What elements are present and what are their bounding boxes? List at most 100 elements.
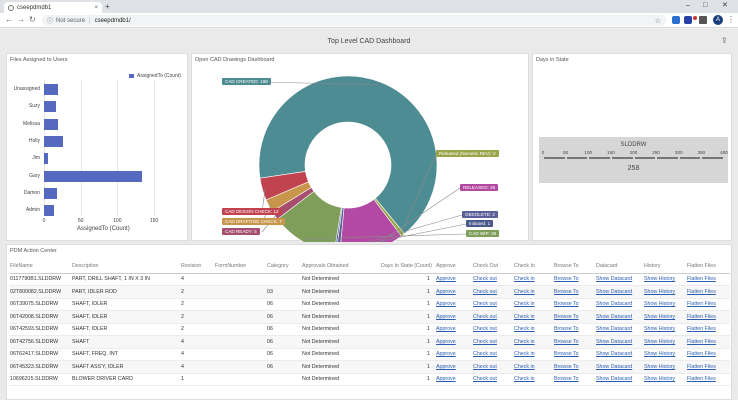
column-header[interactable]: Revision (181, 260, 215, 274)
approve-link[interactable]: Approve (436, 323, 473, 336)
bar[interactable] (44, 170, 143, 182)
check-out-link[interactable]: Check out (473, 348, 514, 361)
profile-avatar[interactable]: A (713, 15, 723, 25)
table-row[interactable]: 06T42756.SLDDRW SHAFT 4 06 Not Determined 1 Ap… (10, 335, 730, 349)
check-out-link[interactable]: Check out (473, 273, 514, 286)
address-bar[interactable]: ⓘ Not secure | cseepdmdb1/ ☆ (42, 15, 666, 26)
approve-link[interactable]: Approve (436, 348, 473, 361)
browser-tab[interactable]: cseepdmdb1 × (4, 2, 102, 13)
column-header[interactable]: Category (267, 260, 302, 274)
browse-to-link[interactable]: Browse To (554, 323, 596, 336)
browse-to-link[interactable]: Browse To (554, 335, 596, 349)
show-history-link[interactable]: Show History (644, 323, 687, 336)
table-row[interactable]: 06T42008.SLDDRW SHAFT, IDLER 2 06 Not Determ… (10, 310, 730, 324)
approve-link[interactable]: Approve (436, 273, 473, 286)
column-header[interactable]: History (644, 260, 687, 274)
table-row[interactable]: 0117790B1.SLDDRW PART, DRILL SHAFT, 1 IN … (10, 273, 730, 286)
approve-link[interactable]: Approve (436, 360, 473, 374)
check-in-link[interactable]: Check in (514, 310, 554, 324)
table-row[interactable]: 06T45323.SLDDRW SHAFT ASS'Y, IDLER 4 06 Not … (10, 360, 730, 374)
check-in-link[interactable]: Check in (514, 323, 554, 336)
check-out-link[interactable]: Check out (473, 298, 514, 311)
column-header[interactable]: Browse To (554, 260, 596, 274)
column-header[interactable]: Check Out (473, 260, 514, 274)
browse-to-link[interactable]: Browse To (554, 373, 596, 386)
column-header[interactable]: Flatten Files (687, 260, 730, 274)
check-out-link[interactable]: Check out (473, 360, 514, 374)
check-out-link[interactable]: Check out (473, 323, 514, 336)
column-header[interactable]: Check In (514, 260, 554, 274)
bar[interactable] (44, 118, 58, 130)
column-header[interactable]: FormNumber (215, 260, 267, 274)
donut-label[interactable]: OBSOLETE: 2 (462, 211, 498, 218)
check-in-link[interactable]: Check in (514, 285, 554, 299)
url-text[interactable]: cseepdmdb1/ (94, 17, 131, 24)
table-row[interactable]: 06T62417.SLDDRW SHAFT, FREQ. INT 4 06 Not De… (10, 348, 730, 361)
flatten-files-link[interactable]: Flatten Files (687, 273, 730, 286)
check-in-link[interactable]: Check in (514, 335, 554, 349)
close-window-button[interactable]: ✕ (722, 2, 728, 9)
flatten-files-link[interactable]: Flatten Files (687, 360, 730, 374)
show-history-link[interactable]: Show History (644, 310, 687, 324)
show-datacard-link[interactable]: Show Datacard (596, 323, 644, 336)
browse-to-link[interactable]: Browse To (554, 298, 596, 311)
table-row[interactable]: 06T42593.SLDDRW SHAFT, IDLER 2 06 Not Determ… (10, 323, 730, 336)
approve-link[interactable]: Approve (436, 298, 473, 311)
show-history-link[interactable]: Show History (644, 335, 687, 349)
flatten-files-link[interactable]: Flatten Files (687, 298, 730, 311)
show-datacard-link[interactable]: Show Datacard (596, 310, 644, 324)
bar[interactable] (44, 84, 58, 95)
show-datacard-link[interactable]: Show Datacard (596, 373, 644, 386)
tab-close-icon[interactable]: × (94, 4, 98, 11)
check-in-link[interactable]: Check in (514, 348, 554, 361)
flatten-files-link[interactable]: Flatten Files (687, 348, 730, 361)
puzzle-icon[interactable] (699, 16, 707, 24)
column-header[interactable]: Datacard (596, 260, 644, 274)
check-in-link[interactable]: Check in (514, 373, 554, 386)
show-history-link[interactable]: Show History (644, 348, 687, 361)
check-out-link[interactable]: Check out (473, 285, 514, 299)
table-row[interactable]: 02T800082.SLDDRW PART, IDLER ROD 2 03 Not De… (10, 285, 730, 299)
bar[interactable] (44, 101, 57, 113)
approve-link[interactable]: Approve (436, 285, 473, 299)
extension-icon[interactable] (684, 16, 692, 24)
forward-button[interactable]: → (17, 15, 25, 24)
donut-label[interactable]: CAD DESIGN CHECK: 12 (222, 208, 282, 215)
extension-icon[interactable] (672, 16, 680, 24)
flatten-files-link[interactable]: Flatten Files (687, 323, 730, 336)
column-header[interactable]: Approvals Obtained (302, 260, 381, 274)
show-datacard-link[interactable]: Show Datacard (596, 298, 644, 311)
show-history-link[interactable]: Show History (644, 360, 687, 374)
share-icon[interactable]: ⇪ (721, 36, 728, 45)
maximize-button[interactable]: □ (703, 2, 708, 9)
column-header[interactable]: FileName (10, 260, 72, 274)
bar[interactable] (44, 187, 58, 199)
column-header[interactable]: Approve (436, 260, 473, 274)
show-history-link[interactable]: Show History (644, 273, 687, 286)
show-history-link[interactable]: Show History (644, 298, 687, 311)
show-datacard-link[interactable]: Show Datacard (596, 285, 644, 299)
bar[interactable] (44, 205, 54, 217)
check-out-link[interactable]: Check out (473, 310, 514, 324)
browser-menu-icon[interactable]: ⋮ (727, 15, 735, 24)
column-header[interactable]: Description (72, 260, 181, 274)
minimize-button[interactable]: – (686, 2, 690, 9)
check-out-link[interactable]: Check out (473, 373, 514, 386)
back-button[interactable]: ← (5, 15, 13, 24)
donut-label[interactable]: CAD DRAFTING CHECK: 7 (222, 218, 285, 225)
donut-label[interactable]: Initiated: 1 (466, 220, 494, 227)
table-row[interactable]: 10696315.SLDDRW BLOWER DRIVER CARD 1 Not De… (10, 373, 730, 386)
donut-label[interactable]: Released (Numeric REV): 2 (436, 150, 499, 157)
browse-to-link[interactable]: Browse To (554, 360, 596, 374)
approve-link[interactable]: Approve (436, 335, 473, 349)
new-tab-button[interactable]: + (105, 2, 110, 11)
check-in-link[interactable]: Check in (514, 273, 554, 286)
donut-label[interactable]: CAD READY: 5 (222, 228, 260, 235)
check-out-link[interactable]: Check out (473, 335, 514, 349)
donut-label[interactable]: CAD CREATED: 198 (222, 78, 271, 85)
flatten-files-link[interactable]: Flatten Files (687, 373, 730, 386)
legend-label[interactable]: AssignedTo (Count) (137, 73, 181, 79)
donut-label[interactable]: CAD WIP: 36 (466, 230, 500, 237)
column-header[interactable]: Days In State (Count) (381, 260, 436, 274)
donut-label[interactable]: RELEASED: 35 (460, 184, 499, 191)
